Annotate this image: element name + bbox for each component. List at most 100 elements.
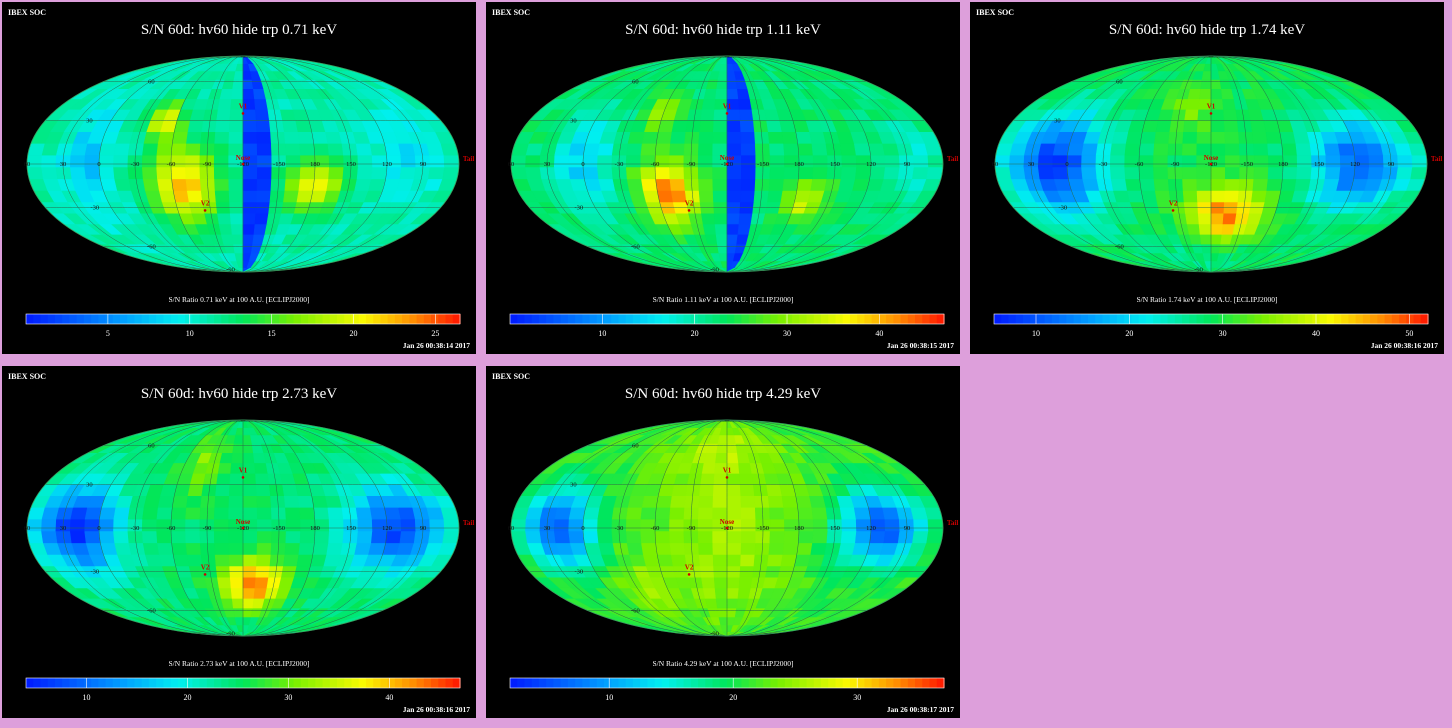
heatmap-cell	[157, 542, 174, 555]
latitude-label: -30	[574, 205, 583, 212]
v1-label: V1	[239, 102, 248, 110]
heatmap-cell	[769, 166, 785, 180]
heatmap-cell	[1279, 131, 1297, 144]
heatmap-cell	[99, 143, 117, 156]
heatmap-cell	[113, 154, 129, 168]
heatmap-cell	[698, 495, 714, 508]
colorbar-label: S/N Ratio 4.29 keV at 100 A.U. [ECLIPJ20…	[652, 659, 794, 668]
heatmap-cell	[1197, 212, 1212, 225]
heatmap-cell	[311, 131, 329, 144]
heatmap-cell	[99, 507, 117, 520]
heatmap-cell	[232, 243, 244, 254]
colorbar-tick-label: 20	[729, 693, 737, 702]
heatmap-cell	[1222, 212, 1237, 225]
heatmap-cell	[841, 518, 857, 532]
colorbar-segment	[365, 314, 374, 324]
heatmap-cell	[669, 507, 685, 520]
colorbar-tick-label: 30	[1219, 329, 1227, 338]
heatmap-cell	[726, 88, 739, 100]
heatmap-cell	[1210, 166, 1226, 180]
heatmap-cell	[1125, 131, 1143, 144]
heatmap-cell	[98, 154, 115, 168]
colorbar-segment	[922, 314, 931, 324]
heatmap-cell	[254, 462, 269, 474]
heatmap-cell	[312, 178, 329, 191]
colorbar-segment	[105, 314, 114, 324]
heatmap-cell	[228, 131, 244, 144]
heatmap-cell	[740, 530, 757, 544]
heatmap-cell	[242, 576, 257, 589]
colorbar-segment	[654, 678, 663, 688]
colorbar-segment	[26, 314, 34, 324]
heatmap-cell	[703, 452, 718, 464]
heatmap-cell	[256, 190, 272, 203]
latitude-label: 60	[632, 443, 639, 450]
heatmap-cell	[726, 131, 742, 144]
heatmap-cell	[641, 178, 658, 191]
heatmap-cell	[1267, 166, 1284, 180]
colorbar-tick-label: 10	[1032, 329, 1040, 338]
heatmap-cell	[242, 190, 258, 203]
colorbar-segment	[813, 314, 822, 324]
colorbar-segment	[156, 678, 165, 688]
colorbar-segment	[842, 314, 851, 324]
colorbar-segment	[235, 678, 244, 688]
heatmap-cell	[655, 495, 673, 508]
heatmap-cell	[568, 143, 587, 156]
meridian-label: -30	[615, 161, 624, 168]
heatmap-cell	[1196, 178, 1212, 191]
heatmap-cell	[553, 530, 571, 544]
colorbar-segment	[228, 678, 237, 688]
v1-marker	[241, 112, 245, 115]
colorbar-segment	[1073, 314, 1082, 324]
nose-marker	[1209, 162, 1213, 166]
heatmap-cell	[429, 518, 445, 532]
heatmap-cell	[1139, 178, 1156, 191]
heatmap-cell	[840, 166, 857, 180]
heatmap-cell	[597, 166, 614, 180]
nose-label: Nose	[720, 518, 734, 526]
colorbar-segment	[1102, 314, 1111, 324]
latitude-label: 60	[148, 443, 155, 450]
colorbar-segment	[596, 314, 605, 324]
colorbar-segment	[163, 314, 172, 324]
heatmap-cell	[840, 530, 857, 544]
heatmap-cell	[355, 143, 373, 156]
heatmap-cell	[242, 542, 258, 555]
colorbar-segment	[1182, 314, 1190, 324]
heatmap-cell	[641, 542, 658, 555]
heatmap-cell	[1125, 178, 1142, 191]
heatmap-cell	[84, 166, 101, 180]
heatmap-cell	[69, 530, 87, 544]
tail-label: Tail	[463, 519, 474, 527]
colorbar-segment	[611, 314, 620, 324]
colorbar-label: S/N Ratio 1.11 keV at 100 A.U. [ECLIPJ20…	[652, 295, 794, 304]
heatmap-cell	[583, 143, 601, 156]
heatmap-cell	[1052, 143, 1071, 156]
heatmap-cell	[798, 530, 814, 544]
heatmap-cell	[216, 109, 231, 121]
heatmap-cell	[726, 79, 738, 90]
colorbar-segment	[69, 678, 78, 688]
heatmap-cell	[582, 530, 599, 544]
heatmap-cell	[598, 178, 616, 191]
heatmap-cell	[1200, 243, 1212, 254]
heatmap-cell	[740, 495, 756, 508]
colorbar-segment	[394, 314, 403, 324]
colorbar-segment	[915, 314, 923, 324]
heatmap-cell	[1210, 190, 1226, 203]
sky-map-svg: 60300-30-60-90-120-150180150120906030-30…	[24, 55, 474, 338]
colorbar-segment	[1348, 314, 1357, 324]
colorbar-segment	[1239, 314, 1248, 324]
colorbar-segment	[1196, 314, 1205, 324]
heatmap-cell	[1155, 120, 1172, 133]
meridian-label: 180	[1278, 161, 1288, 168]
heatmap-cell	[717, 70, 728, 80]
heatmap-cell	[738, 576, 753, 589]
heatmap-cell	[185, 166, 201, 180]
heatmap-cell	[114, 542, 132, 555]
heatmap-cell	[242, 131, 258, 144]
meridian-label: 30	[60, 161, 67, 168]
colorbar-segment	[799, 314, 808, 324]
meridian-label: -60	[651, 525, 660, 532]
